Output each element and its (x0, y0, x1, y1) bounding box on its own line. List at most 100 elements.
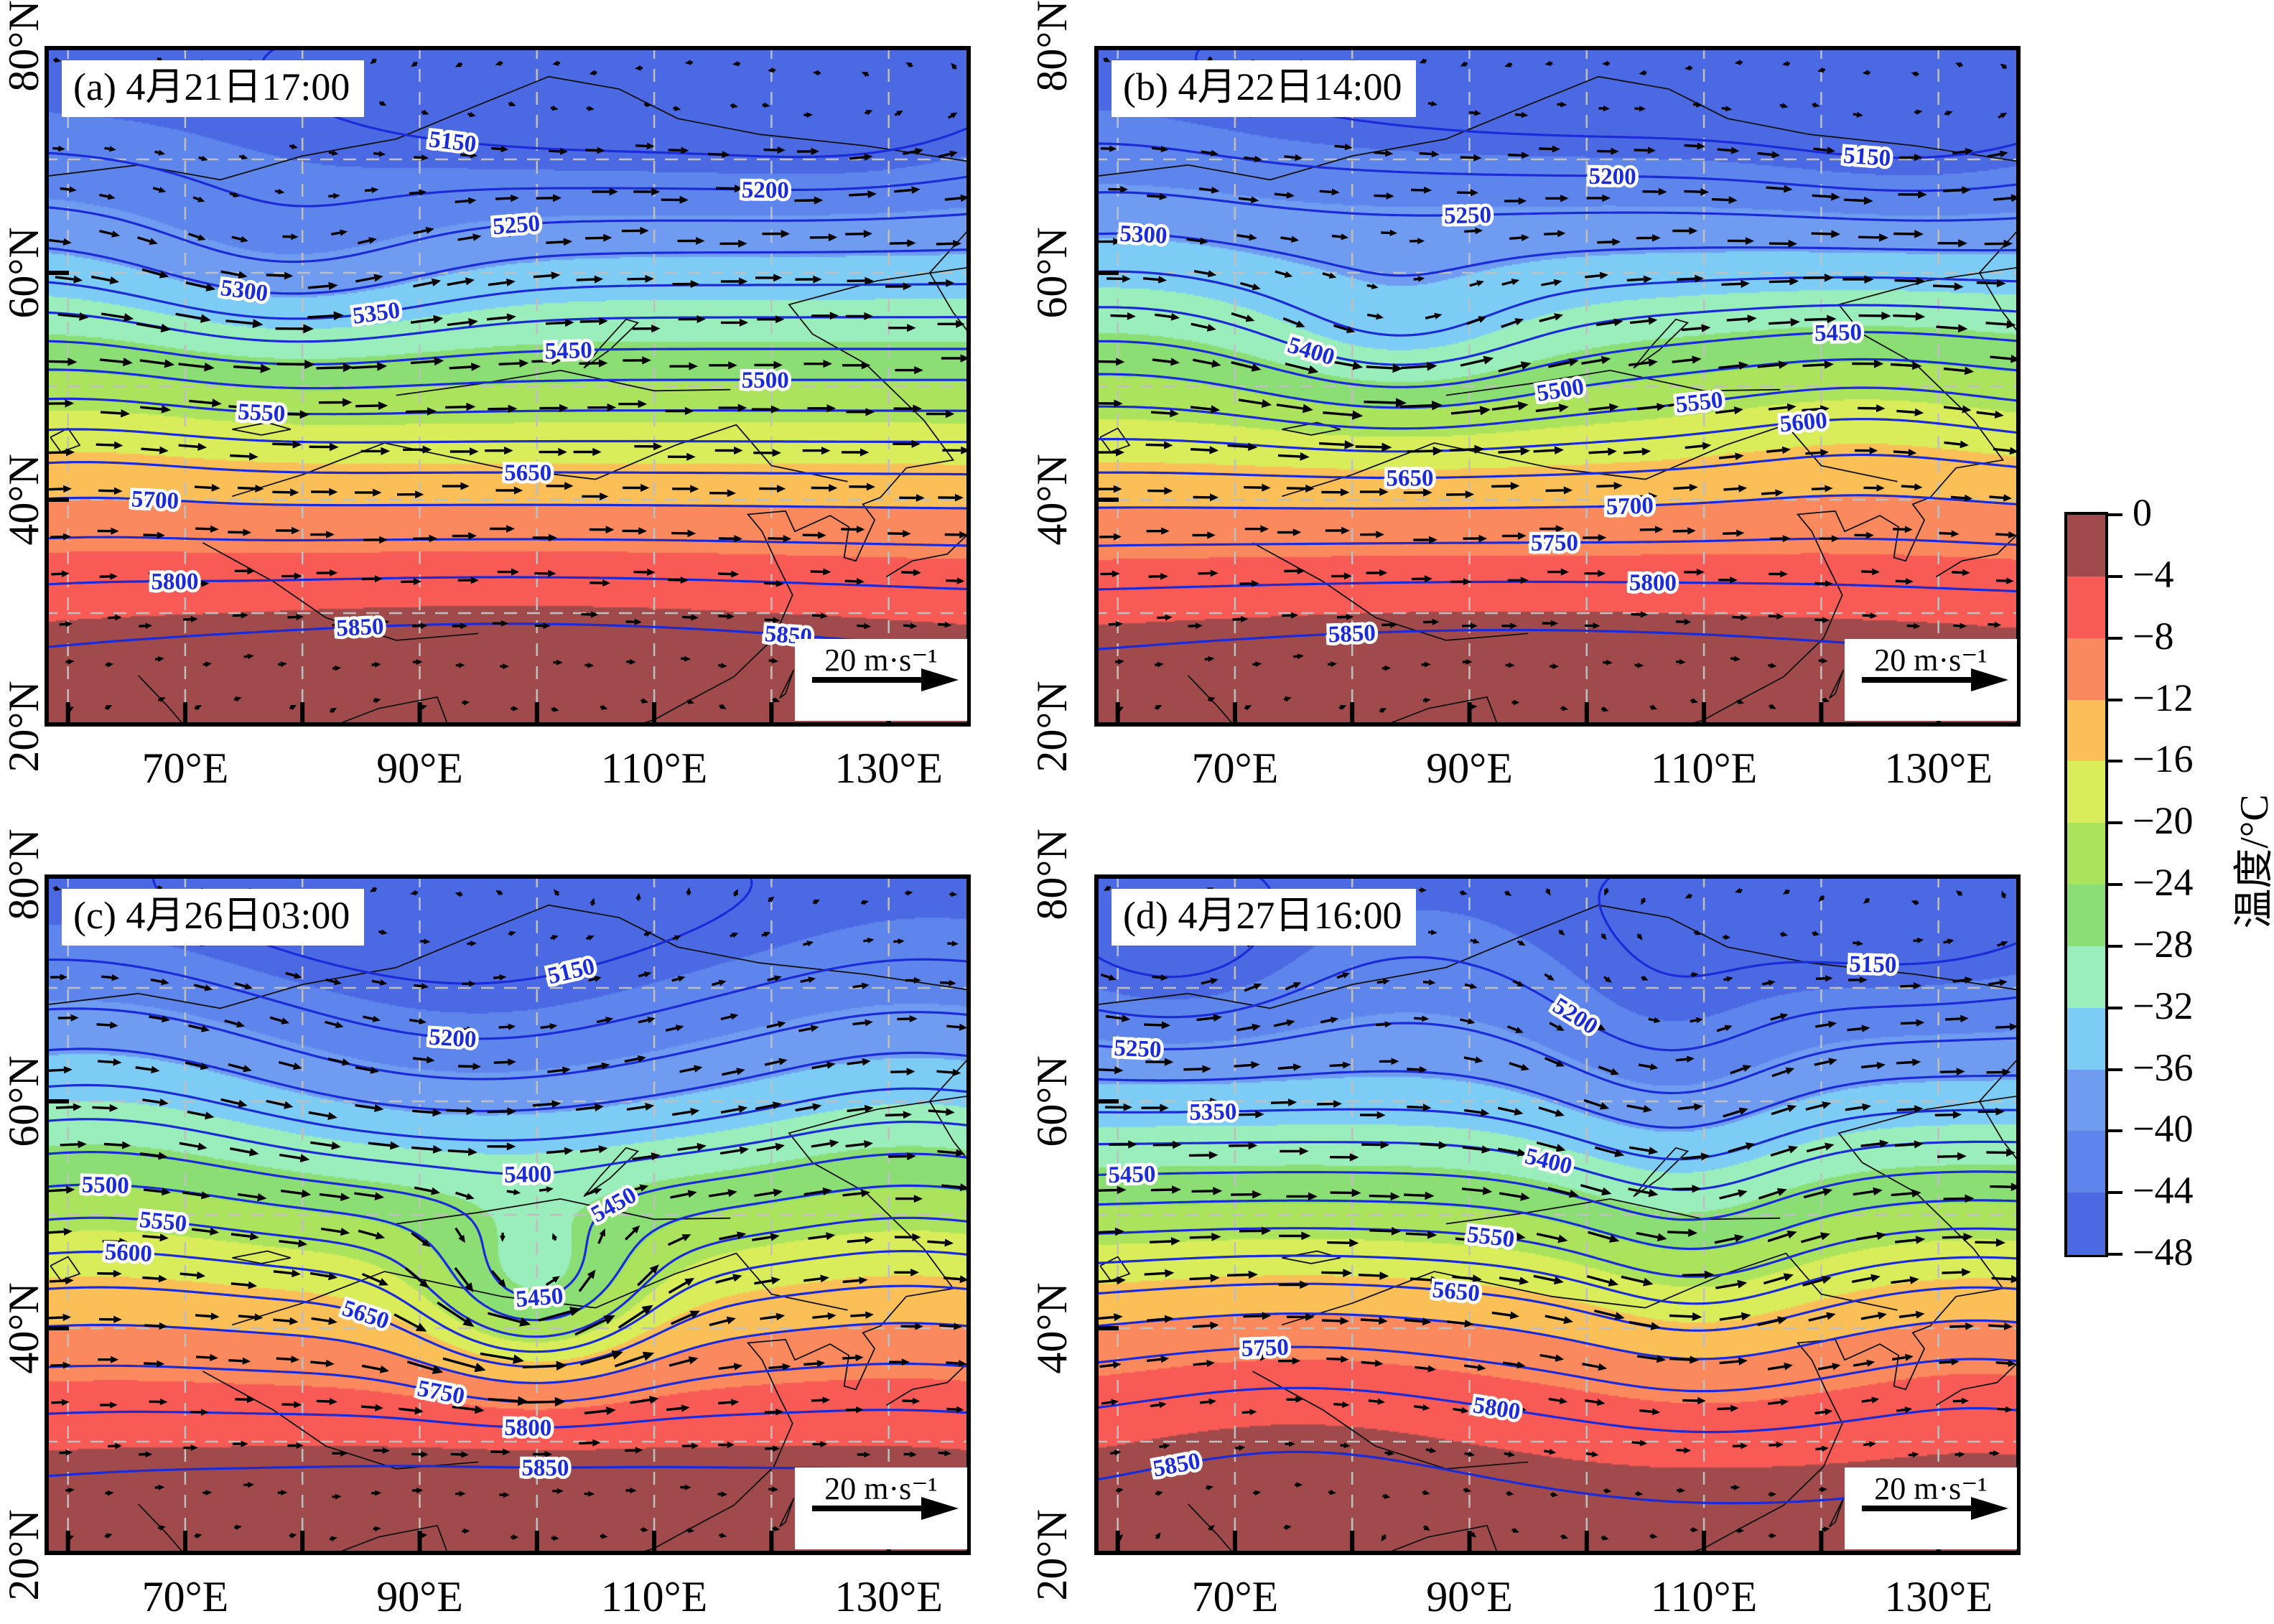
height-contour-5150 (261, 46, 971, 159)
y-tick-label: 40°N (1028, 454, 1076, 546)
colorbar-tick (2108, 1006, 2122, 1009)
contour-label-5200: 5200 (738, 174, 792, 207)
svg-text:5150: 5150 (1842, 143, 1891, 172)
colorbar-title: 温度/°C (2232, 794, 2274, 929)
colorbar-tick (2108, 513, 2122, 516)
height-contour-5800 (45, 576, 971, 591)
height-contour-5600 (1094, 418, 2021, 453)
x-tick-label: 130°E (834, 1573, 943, 1620)
colorbar-tick (2108, 760, 2122, 763)
x-axis-tick (1584, 1531, 1589, 1555)
svg-text:5600: 5600 (1779, 408, 1828, 438)
wind-legend: 20 m·s⁻¹ (1845, 639, 2017, 721)
contour-label-5800: 5800 (1468, 1389, 1525, 1429)
svg-text:5450: 5450 (1108, 1162, 1156, 1188)
height-contour-5500 (45, 1183, 971, 1322)
colorbar-tick (2108, 698, 2122, 701)
height-contour-5650 (1094, 1282, 2021, 1332)
wind-vectors-shafts (46, 885, 961, 1541)
y-tick-label: 40°N (0, 454, 47, 546)
colorbar-tick (2108, 1253, 2122, 1256)
height-contour-5650 (45, 1284, 971, 1368)
svg-text:5450: 5450 (1814, 319, 1863, 346)
svg-text:5750: 5750 (1241, 1335, 1289, 1362)
colorbar-tick-label: 0 (2133, 491, 2152, 534)
x-tick-label: 130°E (1884, 745, 1993, 792)
x-axis-tick (300, 1531, 305, 1555)
x-axis-tick (1232, 702, 1237, 727)
svg-text:5350: 5350 (351, 297, 401, 330)
height-contour-5450 (45, 1151, 971, 1299)
temperature-colorbar (2064, 512, 2108, 1257)
height-contour-5800 (1094, 1386, 2021, 1434)
x-axis-tick (1819, 1531, 1824, 1555)
y-tick-label: 80°N (1028, 0, 1076, 92)
svg-text:5600: 5600 (104, 1239, 153, 1267)
colorbar-tick-label: −12 (2133, 676, 2194, 719)
height-contour-5550 (1094, 1227, 2021, 1278)
contour-label-5700: 5700 (128, 483, 183, 518)
height-contour-5600 (45, 1250, 971, 1353)
svg-text:5800: 5800 (504, 1415, 551, 1442)
y-tick-label: 20°N (0, 1509, 47, 1601)
contour-label-5450: 5450 (541, 335, 596, 368)
panel-b: 5150 5200 5250 5300 5400 5450 5500 5550 5600 5650… (1094, 46, 2021, 727)
y-tick-label: 80°N (0, 829, 47, 920)
contour-label-5500: 5500 (1532, 370, 1589, 410)
colorbar-tick-label: −8 (2133, 614, 2174, 658)
x-tick-label: 110°E (1650, 1573, 1758, 1620)
y-tick-label: 60°N (1028, 1055, 1076, 1147)
contour-label-5650: 5650 (1383, 462, 1437, 495)
contour-label-5600: 5600 (1776, 404, 1832, 441)
x-tick-label: 70°E (1191, 745, 1279, 792)
colorbar-band (2067, 576, 2105, 639)
x-axis-tick (534, 1531, 539, 1555)
x-tick-label: 70°E (141, 1573, 229, 1620)
contour-label-5850: 5850 (332, 610, 387, 645)
x-axis-tick (769, 1531, 774, 1555)
coastline (1094, 75, 2021, 727)
panel-title-text: (a) 4月21日17:00 (73, 65, 350, 108)
height-contour-5750 (45, 1362, 971, 1404)
svg-text:5550: 5550 (1465, 1222, 1516, 1253)
contour-label-5600: 5600 (101, 1236, 157, 1271)
panel-title-text: (c) 4月26日03:00 (73, 894, 350, 937)
x-tick-label: 110°E (600, 1573, 708, 1620)
x-axis-tick (1467, 702, 1472, 727)
x-tick-label: 90°E (376, 1573, 463, 1620)
contour-label-5400: 5400 (1519, 1140, 1578, 1183)
colorbar-tick (2108, 1068, 2122, 1071)
height-contour-5250 (45, 1007, 971, 1081)
contour-label-5550: 5550 (234, 396, 289, 430)
x-axis-tick (1584, 702, 1589, 727)
colorbar-band (2067, 761, 2105, 823)
contour-label-5850: 5850 (518, 1452, 572, 1485)
wind-arrow-icon (1862, 668, 2008, 691)
wind-legend: 20 m·s⁻¹ (795, 639, 967, 721)
wind-vectors-heads (1104, 885, 2021, 1542)
y-tick-label: 40°N (1028, 1282, 1076, 1374)
wind-legend: 20 m·s⁻¹ (1845, 1467, 2017, 1549)
y-axis-tick (45, 1326, 69, 1330)
colorbar-band (2067, 1007, 2105, 1070)
map-overlay-svg: 5150 5200 5250 5300 5350 5450 5500 5550 5650 5700… (45, 46, 971, 727)
contour-label-5200: 5200 (1545, 990, 1606, 1043)
panel-title: (b) 4月22日14:00 (1112, 60, 1417, 118)
contour-label-5450: 5450 (1105, 1158, 1160, 1191)
svg-text:5700: 5700 (1606, 493, 1654, 521)
x-tick-label: 90°E (1426, 1573, 1513, 1620)
coastline (45, 904, 971, 1555)
height-contour-5450 (1094, 331, 2021, 388)
x-axis-tick (1819, 702, 1824, 727)
contour-label-5150: 5150 (1840, 139, 1895, 174)
y-tick-label: 60°N (0, 1055, 47, 1147)
x-axis-tick (652, 1531, 657, 1555)
contour-label-5750: 5750 (412, 1373, 470, 1414)
contour-label-5250: 5250 (488, 207, 544, 243)
height-contour-5500 (1094, 358, 2021, 409)
y-axis-tick (45, 271, 69, 275)
y-tick-label: 40°N (0, 1282, 47, 1374)
svg-text:5800: 5800 (1629, 570, 1677, 596)
